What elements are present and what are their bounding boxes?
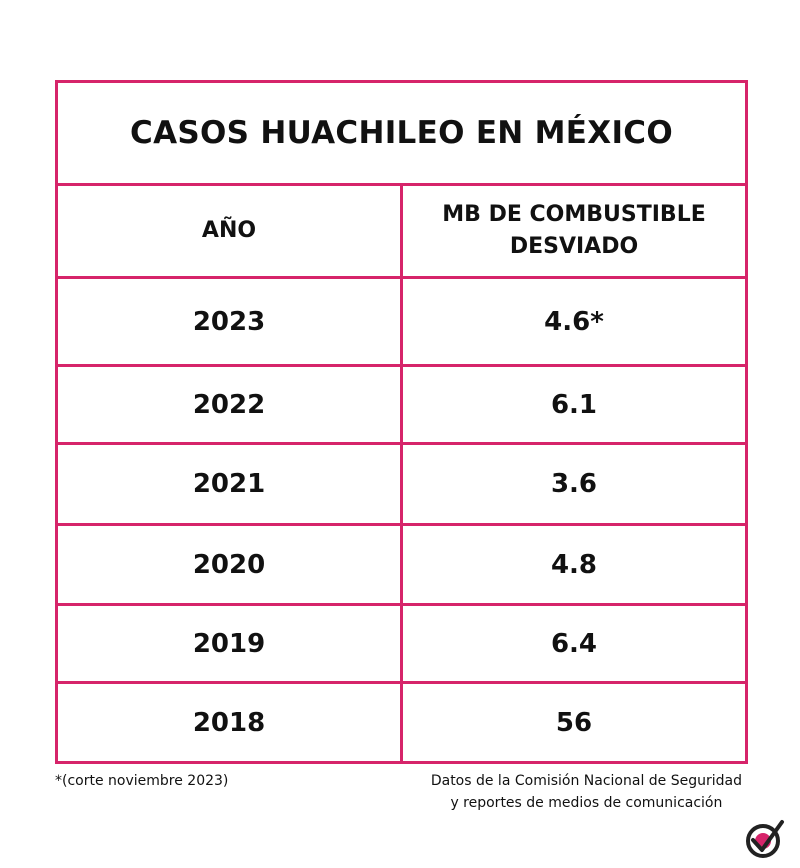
source-line: y reportes de medios de comunicación (450, 795, 723, 811)
year-cell: 2021 (55, 442, 403, 526)
value-cell: 4.6* (399, 276, 749, 367)
year-cell: 2022 (55, 364, 403, 445)
table-row: 2021 3.6 (55, 442, 749, 526)
table-row: 2019 6.4 (55, 603, 749, 684)
table-body: CASOS HUACHILEO EN MÉXICO AÑO MB DE COMB… (54, 80, 749, 764)
table-row: 2023 4.6* (55, 276, 749, 367)
footnote: *(corte noviembre 2023) (55, 773, 229, 789)
title-row: CASOS HUACHILEO EN MÉXICO (54, 80, 749, 186)
header-row: AÑO MB DE COMBUSTIBLE DESVIADO (55, 183, 749, 279)
source: Datos de la Comisión Nacional de Segurid… (431, 770, 742, 814)
data-table: CASOS HUACHILEO EN MÉXICO AÑO MB DE COMB… (54, 80, 749, 764)
value-cell: 6.4 (399, 603, 749, 684)
source-line: Datos de la Comisión Nacional de Segurid… (430, 773, 742, 789)
year-cell: 2020 (55, 523, 403, 606)
column-header: MB DE COMBUSTIBLE DESVIADO (399, 183, 749, 279)
table-title: CASOS HUACHILEO EN MÉXICO (54, 80, 749, 186)
year-cell: 2019 (55, 603, 403, 684)
year-cell: 2023 (55, 276, 403, 367)
value-cell: 3.6 (399, 442, 749, 526)
logo (746, 820, 784, 858)
column-header: AÑO (55, 183, 403, 279)
table-row: 2020 4.8 (55, 523, 749, 606)
value-cell: 6.1 (399, 364, 749, 445)
table-row: 2022 6.1 (55, 364, 749, 445)
table-row: 2018 56 (55, 681, 749, 764)
value-cell: 4.8 (399, 523, 749, 606)
value-cell: 56 (399, 681, 749, 764)
year-cell: 2018 (55, 681, 403, 764)
